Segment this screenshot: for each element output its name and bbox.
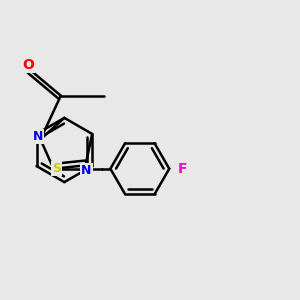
- Text: F: F: [177, 162, 187, 176]
- Text: N: N: [81, 164, 92, 177]
- Text: S: S: [52, 162, 61, 175]
- Text: O: O: [22, 58, 34, 71]
- Text: N: N: [33, 130, 43, 143]
